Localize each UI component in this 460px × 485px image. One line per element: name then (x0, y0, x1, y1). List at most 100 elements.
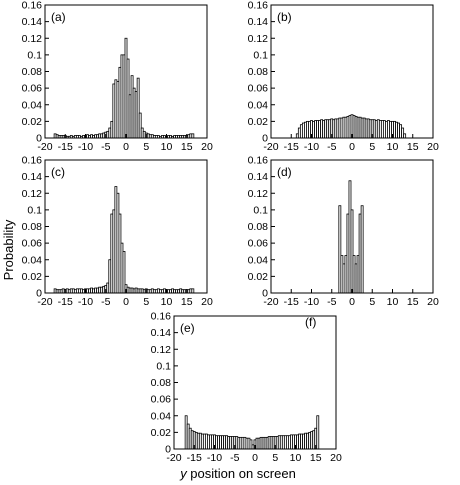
x-tick-label: 15 (181, 141, 193, 153)
y-tick-label: 0 (36, 288, 42, 300)
panel-0: 0 0.02 0.04 0.06 0.08 0.1 0.12 0.14 0.16 -20 -15 -1… (22, 0, 213, 153)
y-tick-label: 0.14 (22, 16, 43, 28)
y-tick-label: 0.1 (27, 49, 42, 61)
x-tick-label: -20 (263, 141, 278, 153)
x-tick-label: -10 (78, 296, 93, 308)
x-tick-label: 20 (427, 296, 439, 308)
x-tick-label: 5 (143, 296, 149, 308)
panel-1: 0 0.02 0.04 0.06 0.08 0.1 0.12 0.14 0.16 -20 -15 -1… (248, 0, 439, 153)
plot-frame (173, 315, 337, 450)
x-tick-label: 5 (369, 141, 375, 153)
y-tick-label: 0.16 (151, 311, 172, 323)
panel-3: 0 0.02 0.04 0.06 0.08 0.1 0.12 0.14 0.16 -20 -15 -1… (248, 155, 439, 308)
y-tick-label: 0.12 (151, 344, 172, 356)
y-tick-label: 0.16 (22, 0, 43, 12)
histogram-bar (191, 133, 195, 139)
panel-label: (c) (51, 165, 65, 179)
panel-label: (b) (277, 10, 292, 24)
y-tick-label: 0.06 (248, 238, 269, 250)
y-tick-label: 0.02 (248, 116, 269, 128)
x-tick-label: 10 (161, 296, 173, 308)
figure-ylabel: Probability (1, 219, 16, 280)
y-tick-label: 0.14 (248, 16, 269, 28)
x-tick-label: 15 (407, 296, 419, 308)
x-tick-label: 0 (252, 452, 258, 464)
x-tick-label: -15 (284, 141, 299, 153)
x-tick-label: -5 (327, 141, 336, 153)
panel-label: (d) (277, 165, 292, 179)
x-tick-label: 0 (349, 296, 355, 308)
x-tick-label: 10 (290, 452, 302, 464)
y-tick-label: 0.16 (248, 0, 269, 12)
x-tick-label: -15 (284, 296, 299, 308)
histogram-bar (360, 205, 364, 294)
x-tick-label: 20 (201, 141, 213, 153)
x-tick-label: 20 (201, 296, 213, 308)
x-tick-label: -5 (230, 452, 239, 464)
y-tick-label: 0.08 (151, 377, 172, 389)
panels-group: 0 0.02 0.04 0.06 0.08 0.1 0.12 0.14 0.16 -20 -15 -1… (22, 0, 439, 464)
figure-xlabel-rest: position on screen (187, 466, 296, 481)
y-tick-label: 0.04 (248, 99, 269, 111)
x-tick-label: -10 (207, 452, 222, 464)
y-tick-label: 0 (165, 444, 171, 456)
y-tick-label: 0.1 (253, 204, 268, 216)
x-tick-label: 10 (387, 296, 399, 308)
x-tick-label: 5 (143, 141, 149, 153)
panel-2: 0 0.02 0.04 0.06 0.08 0.1 0.12 0.14 0.16 -20 -15 -1… (22, 155, 213, 308)
y-tick-label: 0.08 (22, 221, 43, 233)
x-tick-label: -5 (101, 141, 110, 153)
x-tick-label: 5 (369, 296, 375, 308)
panel-4: 0 0.02 0.04 0.06 0.08 0.1 0.12 0.14 0.16 -20 -15 -1… (151, 311, 342, 464)
x-tick-label: 0 (123, 296, 129, 308)
y-tick-label: 0.08 (248, 221, 269, 233)
y-tick-label: 0.12 (22, 188, 43, 200)
y-tick-label: 0.12 (248, 33, 269, 45)
y-tick-label: 0.04 (248, 254, 269, 266)
x-tick-label: 15 (181, 296, 193, 308)
histogram-bar (316, 415, 320, 450)
y-tick-label: 0.04 (151, 410, 172, 422)
y-tick-label: 0.1 (253, 49, 268, 61)
x-tick-label: 20 (330, 452, 342, 464)
y-tick-label: 0.14 (248, 171, 269, 183)
x-tick-label: 0 (123, 141, 129, 153)
x-tick-label: -10 (304, 296, 319, 308)
histogram-bar (191, 288, 195, 294)
y-tick-label: 0 (262, 288, 268, 300)
y-tick-label: 0.02 (248, 271, 269, 283)
y-tick-label: 0.12 (22, 33, 43, 45)
y-tick-label: 0.06 (248, 83, 269, 95)
y-tick-label: 0 (262, 133, 268, 145)
x-tick-label: -15 (58, 141, 73, 153)
y-tick-label: 0.1 (156, 360, 171, 372)
x-tick-label: -20 (37, 141, 52, 153)
x-tick-label: -20 (37, 296, 52, 308)
y-tick-label: 0.14 (151, 327, 172, 339)
y-tick-label: 0.06 (22, 238, 43, 250)
x-tick-label: -15 (58, 296, 73, 308)
x-tick-label: 0 (349, 141, 355, 153)
y-tick-label: 0.08 (248, 66, 269, 78)
x-tick-label: 15 (310, 452, 322, 464)
y-tick-label: 0.16 (22, 155, 43, 167)
y-tick-label: 0.16 (248, 155, 269, 167)
figure-xlabel-var: y (179, 466, 188, 481)
x-tick-label: -10 (78, 141, 93, 153)
x-tick-label: -5 (327, 296, 336, 308)
y-tick-label: 0.02 (22, 116, 43, 128)
y-tick-label: 0.14 (22, 171, 43, 183)
y-tick-label: 0.08 (22, 66, 43, 78)
y-tick-label: 0.02 (151, 427, 172, 439)
y-tick-label: 0.06 (22, 83, 43, 95)
y-tick-label: 0.04 (22, 254, 43, 266)
x-tick-label: 10 (161, 141, 173, 153)
y-tick-label: 0.12 (248, 188, 269, 200)
y-tick-label: 0.04 (22, 99, 43, 111)
y-tick-label: 0.02 (22, 271, 43, 283)
panel-label-extra: (f) (305, 315, 316, 329)
x-tick-label: -20 (263, 296, 278, 308)
plot-frame (44, 159, 208, 294)
x-tick-label: 10 (387, 141, 399, 153)
